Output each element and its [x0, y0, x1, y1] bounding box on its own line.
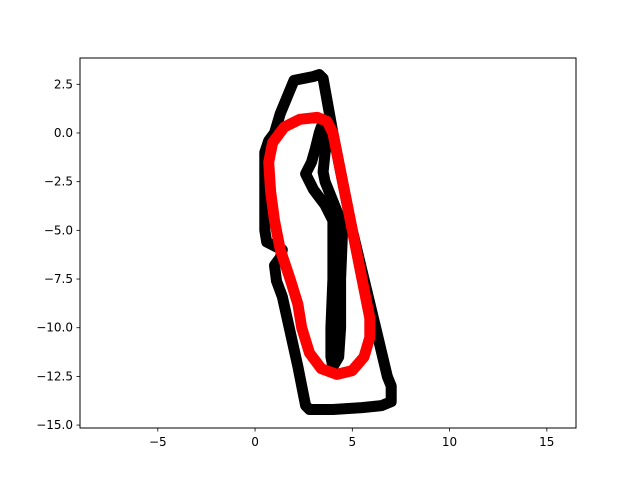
series-layer — [259, 69, 397, 415]
x-tick-label: 10 — [442, 435, 457, 449]
y-tick-label: −10.0 — [36, 321, 73, 335]
y-tick-label: −12.5 — [36, 369, 73, 383]
x-axis: −5 0 5 10 15 — [149, 428, 554, 449]
y-tick-label: −7.5 — [44, 272, 73, 286]
y-tick-label: −5.0 — [44, 223, 73, 237]
y-tick-label: 0.0 — [54, 126, 73, 140]
x-tick-label: −5 — [149, 435, 167, 449]
series-line-2 — [300, 121, 349, 373]
plot-frame — [79, 57, 577, 429]
y-tick-label: 2.5 — [54, 77, 73, 91]
x-tick-label: 5 — [348, 435, 356, 449]
y-tick-label: −2.5 — [44, 175, 73, 189]
series-line-3 — [263, 111, 376, 380]
x-tick-label: 0 — [251, 435, 259, 449]
y-tick-label: −15.0 — [36, 418, 73, 432]
y-axis: 2.5 0.0 −2.5 −5.0 −7.5 −10.0 −12.5 −15.0 — [36, 77, 80, 432]
x-tick-label: 15 — [539, 435, 554, 449]
